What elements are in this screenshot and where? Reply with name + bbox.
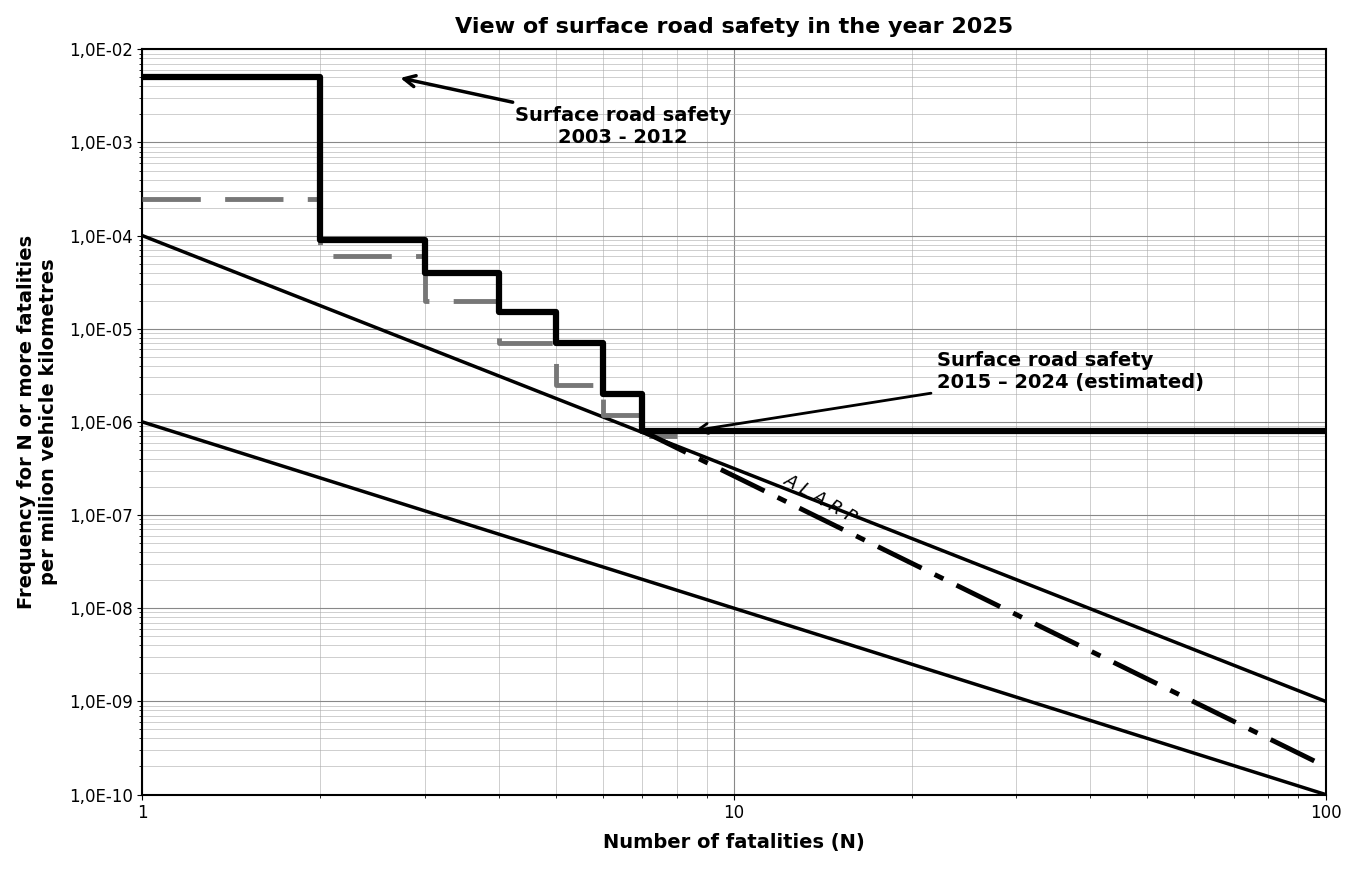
X-axis label: Number of fatalities (N): Number of fatalities (N) — [603, 833, 865, 852]
Text: Surface road safety
2003 - 2012: Surface road safety 2003 - 2012 — [405, 76, 732, 147]
Text: Surface road safety
2015 – 2024 (estimated): Surface road safety 2015 – 2024 (estimat… — [698, 351, 1203, 434]
Text: A L A R P: A L A R P — [781, 471, 860, 527]
Y-axis label: Frequency for N or more fatalities
per million vehicle kilometres: Frequency for N or more fatalities per m… — [16, 235, 57, 609]
Title: View of surface road safety in the year 2025: View of surface road safety in the year … — [455, 17, 1013, 36]
